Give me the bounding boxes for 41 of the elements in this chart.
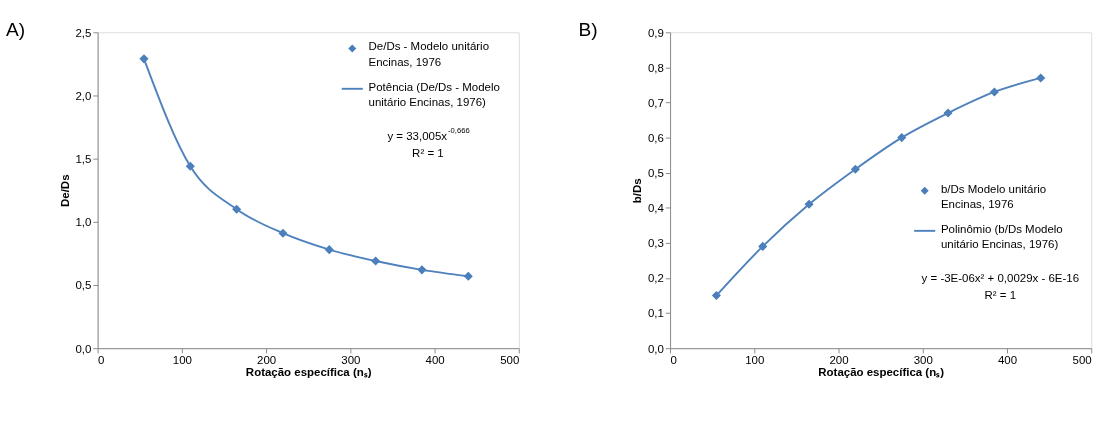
x-tick-label: 400	[425, 354, 445, 366]
y-tick-label: 1,0	[75, 216, 92, 229]
y-tick-label: 0,8	[647, 61, 664, 74]
y-tick-label: 0,5	[75, 279, 92, 292]
legend-label: Potência (De/Ds - Modelo unitário Encinas, 1976)	[368, 80, 500, 109]
y-tick-label: 2,5	[75, 26, 92, 39]
y-tick-label: 0,0	[75, 342, 92, 355]
x-tick-label: 300	[341, 354, 361, 366]
y-tick-label: 1,5	[75, 152, 92, 165]
x-tick-label: 0	[98, 354, 105, 366]
x-tick-label: 500	[500, 354, 520, 366]
annotation: R² = 1	[984, 288, 1017, 301]
legend-label: Polinômio (b/Ds Modelo unitário Encinas, 1976)	[940, 222, 1063, 251]
y-tick-label: 0,5	[647, 167, 664, 180]
y-tick-label: 0,0	[647, 342, 664, 355]
x-tick-label: 0	[670, 354, 677, 366]
legend-label: De/Ds - Modelo unitário Encinas, 1976	[368, 40, 490, 68]
chart-title: B)	[578, 19, 598, 41]
y-tick-label: 0,2	[647, 272, 664, 285]
y-tick-label: 0,9	[647, 26, 664, 39]
x-tick-label: 200	[257, 354, 277, 366]
x-tick-label: 100	[745, 354, 765, 366]
x-axis-title: Rotação específica (nₛ)	[818, 366, 945, 379]
annotation: R² = 1	[412, 146, 444, 159]
chart-title: A)	[6, 19, 26, 41]
legend-label: b/Ds Modelo unitário Encinas, 1976	[940, 182, 1047, 210]
y-tick-label: 2,0	[75, 89, 92, 102]
y-tick-label: 0,1	[647, 307, 664, 320]
y-axis-title: De/Ds	[58, 174, 71, 207]
y-tick-label: 0,6	[647, 131, 664, 144]
x-tick-label: 200	[829, 354, 849, 366]
y-tick-label: 0,3	[647, 237, 664, 250]
x-tick-label: 500	[1072, 354, 1092, 366]
x-tick-label: 100	[172, 354, 192, 366]
x-axis-title: Rotação específica (nₛ)	[245, 366, 372, 379]
y-tick-label: 0,7	[647, 96, 664, 109]
y-axis-title: b/Ds	[631, 178, 644, 204]
x-tick-label: 300	[913, 354, 933, 366]
annotation: y = -3E-06x² + 0,0029x - 6E-16	[921, 271, 1080, 284]
x-tick-label: 400	[997, 354, 1018, 366]
y-tick-label: 0,4	[647, 202, 665, 215]
